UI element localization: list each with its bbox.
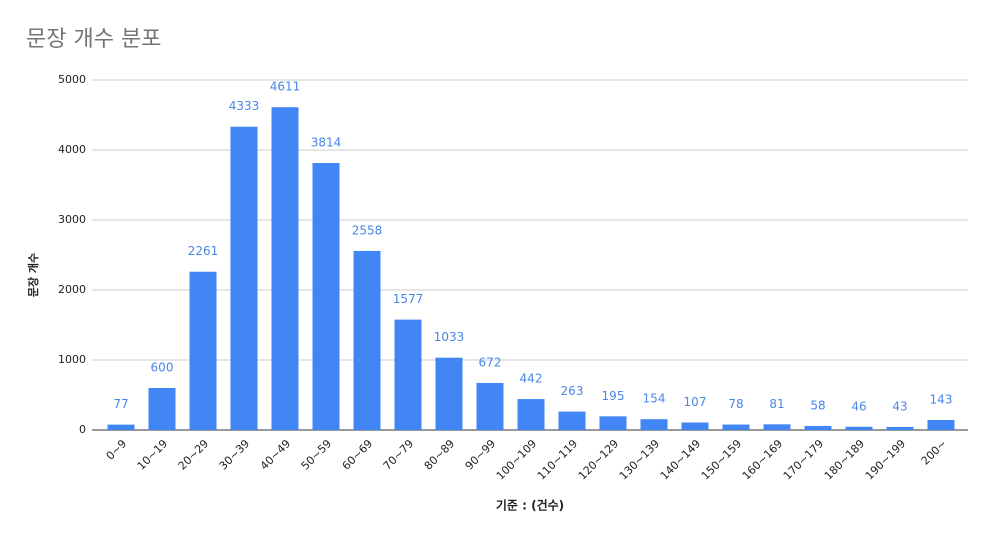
bar (558, 411, 586, 430)
x-tick-label: 170~179 (781, 437, 826, 482)
bar (230, 126, 258, 430)
x-tick-label: 80~89 (422, 437, 458, 473)
bar (681, 422, 709, 430)
value-label: 77 (113, 397, 128, 411)
value-label: 442 (520, 372, 543, 386)
x-tick-label: 0~9 (104, 437, 130, 463)
bar (886, 426, 914, 430)
value-label: 154 (643, 392, 666, 406)
x-tick-label: 20~29 (176, 437, 212, 473)
value-label: 195 (602, 389, 625, 403)
value-label: 78 (728, 397, 743, 411)
x-tick-label: 190~199 (863, 437, 908, 482)
value-label: 46 (851, 399, 866, 413)
y-tick-label: 1000 (58, 353, 86, 366)
bar (189, 271, 217, 430)
bar (517, 399, 545, 430)
x-tick-label: 30~39 (217, 437, 253, 473)
value-label: 2558 (352, 223, 383, 237)
bar (927, 419, 955, 430)
bar (640, 419, 668, 430)
x-tick-label: 140~149 (658, 437, 703, 482)
bar (599, 416, 627, 430)
value-label: 3814 (311, 136, 342, 150)
x-tick-label: 60~69 (340, 437, 376, 473)
x-axis-label: 기준 : (건수) (496, 498, 564, 513)
value-label: 43 (892, 399, 907, 413)
value-label: 107 (684, 395, 707, 409)
value-label: 672 (479, 355, 502, 369)
bar (722, 424, 750, 430)
bar (107, 424, 135, 430)
y-tick-label: 4000 (58, 143, 86, 156)
bar (435, 357, 463, 430)
bar (271, 107, 299, 430)
x-tick-label: 150~159 (699, 437, 744, 482)
x-tick-label: 180~189 (822, 437, 867, 482)
x-tick-label: 70~79 (381, 437, 417, 473)
y-tick-label: 2000 (58, 283, 86, 296)
y-tick-label: 0 (79, 423, 86, 436)
y-tick-label: 5000 (58, 73, 86, 86)
bar (845, 426, 873, 430)
value-label: 1577 (393, 292, 424, 306)
bar (148, 388, 176, 430)
value-label: 58 (810, 398, 825, 412)
x-tick-label: 100~109 (494, 437, 539, 482)
bar (763, 424, 791, 430)
y-axis-label: 문장 개수 (26, 253, 40, 297)
value-label: 263 (561, 384, 584, 398)
x-tick-label: 110~119 (535, 437, 580, 482)
x-tick-label: 130~139 (617, 437, 662, 482)
value-label: 600 (151, 361, 174, 375)
x-tick-label: 10~19 (135, 437, 171, 473)
bar (353, 250, 381, 430)
value-label: 1033 (434, 330, 465, 344)
x-tick-label: 160~169 (740, 437, 785, 482)
value-label: 4611 (270, 80, 301, 94)
x-tick-label: 50~59 (299, 437, 335, 473)
x-tick-label: 120~129 (576, 437, 621, 482)
value-label: 4333 (229, 99, 260, 113)
chart-title: 문장 개수 분포 (26, 27, 161, 52)
bar (394, 319, 422, 430)
bar (312, 163, 340, 430)
x-tick-label: 40~49 (258, 437, 294, 473)
value-label: 81 (769, 397, 784, 411)
bar (476, 382, 504, 430)
value-label: 2261 (188, 244, 219, 258)
value-label: 143 (930, 392, 953, 406)
x-tick-label: 90~99 (463, 437, 499, 473)
y-tick-label: 3000 (58, 213, 86, 226)
x-tick-label: 200~ (919, 437, 950, 468)
bar (804, 425, 832, 430)
